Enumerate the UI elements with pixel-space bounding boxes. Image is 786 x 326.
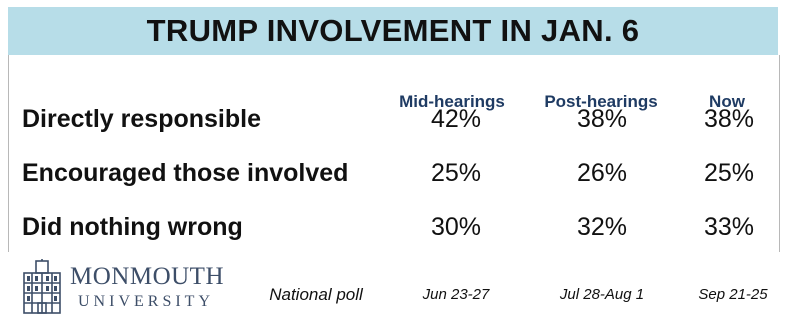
column-header-post-hearings: Post-hearings [544,92,658,111]
row-label-did-nothing-wrong: Did nothing wrong [22,213,243,241]
cell-value: 25% [703,159,755,187]
row-label-directly-responsible: Directly responsible [22,105,261,133]
cell-value: 32% [576,213,628,241]
building-icon [23,259,61,314]
cell-value: 25% [430,159,482,187]
date-range: Jun 23-27 [422,286,490,303]
title-bar: TRUMP INVOLVEMENT IN JAN. 6 [8,7,778,55]
cell-value: 42% [430,105,482,133]
date-range: Jul 28-Aug 1 [559,286,645,303]
table-frame [8,55,780,252]
chart-title: TRUMP INVOLVEMENT IN JAN. 6 [146,13,640,48]
row-label-encouraged: Encouraged those involved [22,159,349,187]
monmouth-logo: MONMOUTH UNIVERSITY [20,257,240,317]
footer: MONMOUTH UNIVERSITY National poll Jun 23… [8,257,778,321]
date-range: Sep 21-25 [698,286,768,303]
cell-value: 26% [576,159,628,187]
logo-subtext: UNIVERSITY [78,293,214,310]
cell-value: 38% [576,105,628,133]
cell-value: 30% [430,213,482,241]
cell-value: 33% [703,213,755,241]
poll-type-note: National poll [269,285,363,304]
cell-value: 38% [703,105,755,133]
column-header-now: Now [709,92,745,111]
logo-wordmark: MONMOUTH [70,263,224,290]
column-header-mid-hearings: Mid-hearings [399,92,505,111]
